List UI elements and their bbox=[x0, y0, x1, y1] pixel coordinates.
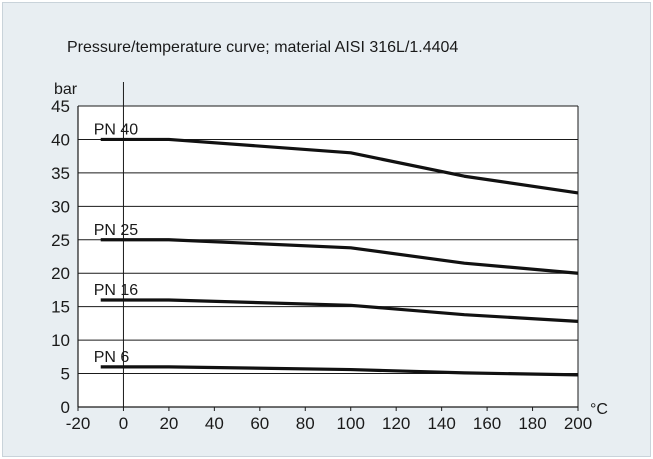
series-line-3 bbox=[100, 298, 579, 323]
series-label: PN 25 bbox=[94, 222, 139, 239]
y-tick-label: 25 bbox=[51, 231, 70, 250]
y-tick-label: 5 bbox=[61, 365, 70, 384]
y-tick-label: 45 bbox=[51, 97, 70, 116]
y-tick-label: 20 bbox=[51, 264, 70, 283]
y-tick-label: 40 bbox=[51, 130, 70, 149]
x-tick-label: 100 bbox=[337, 414, 365, 433]
x-tick-label: -20 bbox=[66, 414, 91, 433]
x-tick-label: 160 bbox=[473, 414, 501, 433]
series-line-2 bbox=[100, 238, 579, 275]
x-tick-label: 140 bbox=[427, 414, 455, 433]
y-tick-label: 0 bbox=[61, 398, 70, 417]
x-tick-label: 40 bbox=[205, 414, 224, 433]
series-label: PN 40 bbox=[94, 121, 139, 138]
x-tick-label: 80 bbox=[296, 414, 315, 433]
series-line-1 bbox=[100, 137, 579, 195]
y-axis-unit: bar bbox=[54, 81, 78, 98]
x-tick-label: 120 bbox=[382, 414, 410, 433]
y-tick-label: 30 bbox=[51, 197, 70, 216]
y-tick-label: 35 bbox=[51, 164, 70, 183]
x-axis-unit: °C bbox=[590, 401, 608, 418]
series-label: PN 16 bbox=[94, 282, 139, 299]
x-tick-label: 20 bbox=[159, 414, 178, 433]
y-tick-label: 15 bbox=[51, 298, 70, 317]
series-line-4 bbox=[100, 365, 579, 377]
x-tick-label: 180 bbox=[518, 414, 546, 433]
y-tick-label: 10 bbox=[51, 331, 70, 350]
chart-title: Pressure/temperature curve; material AIS… bbox=[67, 39, 458, 56]
x-tick-label: 60 bbox=[250, 414, 269, 433]
x-tick-label: 200 bbox=[564, 414, 592, 433]
x-tick-label: 0 bbox=[119, 414, 128, 433]
plot-area bbox=[78, 106, 578, 407]
series-label: PN 6 bbox=[94, 349, 130, 366]
